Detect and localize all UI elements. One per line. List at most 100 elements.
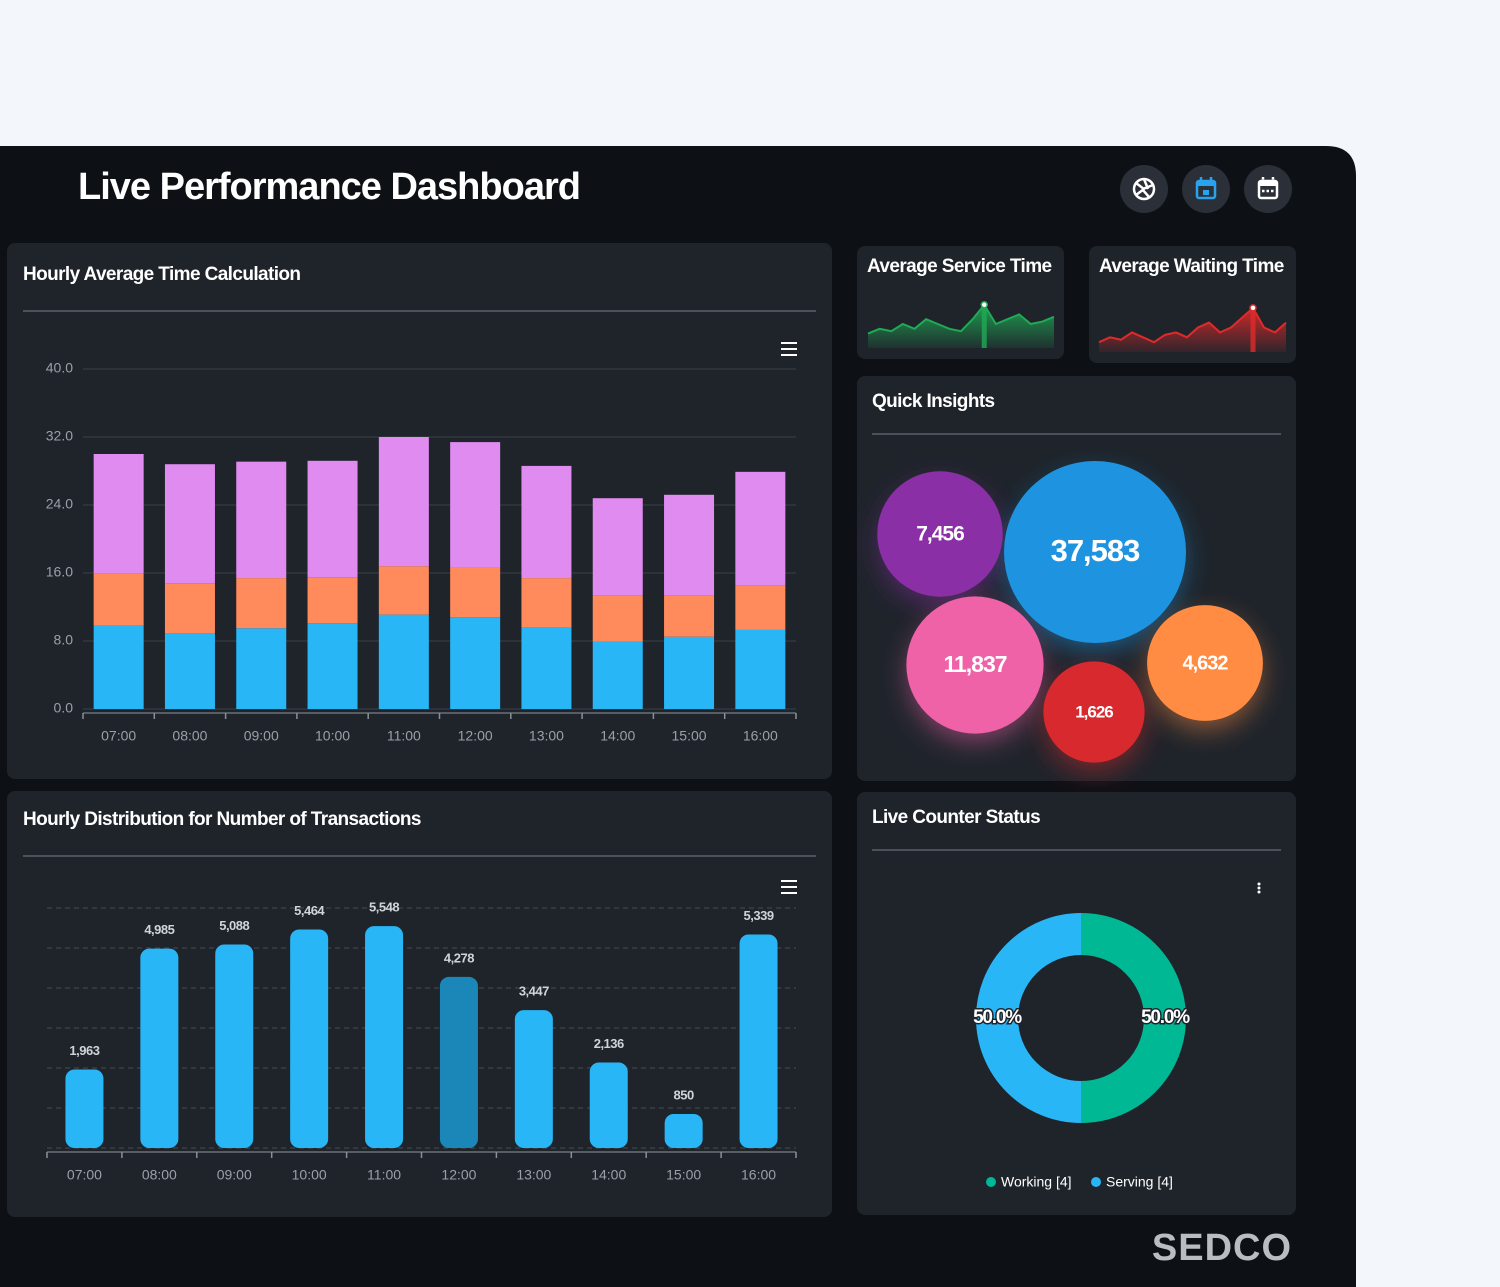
- calendar-day-button[interactable]: [1182, 165, 1230, 213]
- x-tick-label: 13:00: [529, 728, 564, 744]
- y-tick-label: 24.0: [46, 496, 73, 512]
- bar-segment: [93, 573, 144, 626]
- bar-segment: [664, 494, 715, 596]
- bar-segment: [592, 641, 643, 709]
- bar: [290, 929, 329, 1148]
- data-label: 50.0%: [973, 1007, 1022, 1028]
- y-tick-label: 0.0: [54, 700, 74, 716]
- bar: [664, 1114, 703, 1148]
- x-tick-label: 10:00: [292, 1167, 327, 1183]
- bar: [514, 1010, 553, 1148]
- area-line: [867, 303, 1055, 335]
- legend-label: Working [4]: [1001, 1174, 1072, 1190]
- bar-segment: [307, 577, 358, 624]
- bar-segment: [521, 465, 572, 579]
- x-tick-label: 12:00: [458, 728, 493, 744]
- x-tick-label: 15:00: [672, 728, 707, 744]
- data-label: 1,963: [69, 1043, 99, 1058]
- data-label: 3,447: [519, 984, 549, 999]
- bubble-label: 11,837: [943, 651, 1006, 677]
- area-fill: [868, 304, 1054, 348]
- donut-segment: [976, 913, 1082, 1123]
- bar: [140, 948, 179, 1148]
- bar-segment: [307, 460, 358, 578]
- bar: [439, 976, 478, 1148]
- bar-segment: [664, 636, 715, 709]
- bar-segment: [735, 471, 786, 586]
- x-tick-label: 11:00: [367, 1167, 401, 1183]
- bubble-label: 4,632: [1182, 652, 1228, 674]
- chart-menu-button[interactable]: [781, 880, 797, 894]
- x-tick-label: 14:00: [600, 728, 635, 744]
- brand-logo: SEDCO: [1152, 1227, 1292, 1269]
- card-title: Hourly Average Time Calculation: [23, 264, 300, 285]
- data-label: 50.0%: [1141, 1007, 1190, 1028]
- x-tick-label: 09:00: [217, 1167, 252, 1183]
- bar-segment: [450, 442, 501, 568]
- bar-segment: [307, 623, 358, 709]
- x-tick-label: 09:00: [244, 728, 279, 744]
- bar-segment: [378, 614, 429, 709]
- y-tick-label: 8.0: [54, 632, 74, 648]
- bar: [739, 934, 778, 1148]
- data-label: 2,136: [594, 1036, 624, 1051]
- legend-item[interactable]: Working [4]: [986, 1174, 1072, 1190]
- bar-segment: [521, 578, 572, 628]
- bar-segment: [664, 595, 715, 637]
- data-label: 5,088: [219, 918, 249, 933]
- filter-button[interactable]: [1120, 165, 1168, 213]
- bar-segment: [164, 583, 215, 634]
- card-title: Quick Insights: [872, 391, 995, 412]
- bar-segment: [450, 567, 501, 618]
- legend-marker: [986, 1177, 996, 1187]
- legend-label: Serving [4]: [1106, 1174, 1173, 1190]
- data-label: 5,339: [744, 908, 774, 923]
- bar-segment: [236, 578, 287, 629]
- card: [7, 791, 832, 1217]
- y-tick-label: 40.0: [46, 360, 73, 376]
- data-label: 5,548: [369, 900, 399, 915]
- bubble: [1043, 661, 1145, 763]
- chart-menu-button[interactable]: [1257, 882, 1261, 894]
- x-tick-label: 16:00: [741, 1167, 776, 1183]
- card-title: Live Counter Status: [872, 807, 1040, 828]
- bubble: [1004, 461, 1186, 643]
- calendar-range-button[interactable]: [1244, 165, 1292, 213]
- bar: [365, 926, 404, 1148]
- menu-icon-dot: [1257, 886, 1261, 890]
- card-title: Average Waiting Time: [1099, 256, 1284, 277]
- menu-icon-dot: [1257, 882, 1261, 886]
- card: [857, 792, 1296, 1215]
- card-title: Hourly Distribution for Number of Transa…: [23, 809, 421, 830]
- bar: [589, 1062, 628, 1148]
- data-label: 4,985: [144, 922, 174, 937]
- x-tick-label: 10:00: [315, 728, 350, 744]
- bar-segment: [93, 625, 144, 709]
- legend-item[interactable]: Serving [4]: [1091, 1174, 1173, 1190]
- x-tick-label: 08:00: [172, 728, 207, 744]
- bar-segment: [592, 595, 643, 642]
- peak-marker: [1249, 304, 1257, 312]
- bubble-label: 37,583: [1051, 533, 1141, 568]
- bubble-label: 7,456: [916, 523, 964, 546]
- bar: [215, 944, 254, 1148]
- bar-segment: [592, 498, 643, 596]
- bubble-label: 1,626: [1075, 702, 1113, 721]
- bubble: [906, 596, 1044, 734]
- data-label: 850: [674, 1087, 694, 1102]
- area-fill: [1099, 307, 1286, 352]
- bubble: [1147, 605, 1263, 721]
- x-tick-label: 07:00: [67, 1167, 102, 1183]
- data-label: 5,464: [294, 903, 325, 918]
- bar-segment: [93, 454, 144, 574]
- x-tick-label: 12:00: [441, 1167, 476, 1183]
- bar-segment: [735, 585, 786, 630]
- chart-menu-button[interactable]: [781, 342, 797, 356]
- bar-segment: [378, 566, 429, 615]
- x-tick-label: 14:00: [591, 1167, 626, 1183]
- peak-marker: [980, 301, 988, 309]
- bar-segment: [164, 633, 215, 709]
- bar-segment: [735, 629, 786, 709]
- bar-segment: [378, 437, 429, 567]
